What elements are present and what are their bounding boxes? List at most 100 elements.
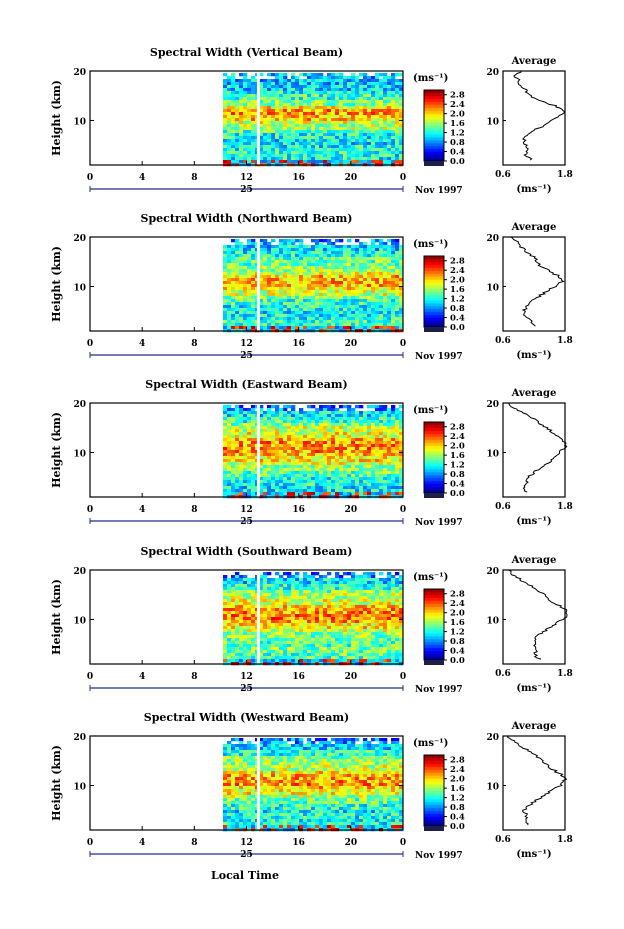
heatmap-cell — [395, 450, 400, 454]
heatmap-cell — [251, 474, 256, 478]
heatmap-cell — [347, 145, 352, 149]
heatmap-cell — [339, 281, 344, 285]
heatmap-cell — [251, 650, 256, 654]
heatmap-cell — [275, 94, 280, 98]
heatmap-cell — [247, 626, 252, 630]
heatmap-cell — [267, 154, 272, 158]
heatmap-cell — [319, 133, 324, 137]
heatmap-cell — [307, 320, 312, 324]
heatmap-cell — [271, 127, 276, 131]
heatmap-cell — [351, 480, 356, 484]
heatmap-cell — [383, 456, 388, 460]
heatmap-cell — [327, 263, 332, 267]
heatmap-cell — [251, 635, 256, 639]
heatmap-cell — [303, 584, 308, 588]
heatmap-cell — [243, 269, 248, 273]
heatmap-cell — [311, 127, 316, 131]
heatmap-cell — [355, 444, 360, 448]
heatmap-cell — [263, 590, 268, 594]
heatmap-cell — [295, 314, 300, 318]
heatmap-cell — [359, 103, 364, 107]
heatmap-cell — [319, 299, 324, 303]
heatmap-cell — [399, 82, 404, 86]
heatmap-cell — [347, 444, 352, 448]
heatmap-cell — [283, 638, 288, 642]
heatmap-cell — [367, 293, 372, 297]
heatmap-cell — [227, 432, 232, 436]
heatmap-cell — [235, 121, 240, 125]
heatmap-cell — [271, 486, 276, 490]
heatmap-cell — [283, 317, 288, 321]
heatmap-cell — [307, 489, 312, 493]
heatmap-cell — [235, 85, 240, 89]
heatmap-cell — [399, 311, 404, 315]
heatmap-cell — [359, 242, 364, 246]
heatmap-cell — [239, 614, 244, 618]
heatmap-cell — [323, 133, 328, 137]
heatmap-cell — [247, 435, 252, 439]
heatmap-cell — [247, 417, 252, 421]
heatmap-cell — [363, 254, 368, 258]
heatmap-cell — [367, 139, 372, 143]
heatmap-cell — [391, 145, 396, 149]
colorbar-step — [424, 128, 444, 132]
heatmap-cell — [323, 278, 328, 282]
heatmap-cell — [299, 447, 304, 451]
heatmap-cell — [367, 124, 372, 128]
heatmap-cell — [247, 486, 252, 490]
heatmap-cell — [311, 423, 316, 427]
heatmap-cell — [231, 260, 236, 264]
heatmap-cell — [287, 605, 292, 609]
heatmap-cell — [227, 602, 232, 606]
heatmap-cell — [347, 269, 352, 273]
heatmap-cell — [291, 483, 296, 487]
heatmap-cell — [343, 483, 348, 487]
heatmap-cell — [271, 480, 276, 484]
heatmap-cell — [387, 483, 392, 487]
heatmap-cell — [303, 632, 308, 636]
heatmap-cell — [379, 450, 384, 454]
heatmap-cell — [399, 248, 404, 252]
heatmap-cell — [359, 296, 364, 300]
heatmap-cell — [287, 653, 292, 657]
heatmap-cell — [263, 587, 268, 591]
heatmap-cell — [267, 614, 272, 618]
heatmap-cell — [379, 281, 384, 285]
heatmap-cell — [267, 296, 272, 300]
heatmap-cell — [251, 284, 256, 288]
heatmap-cell — [347, 450, 352, 454]
heatmap-cell — [259, 88, 264, 92]
heatmap-cell — [315, 112, 320, 116]
heatmap-cell — [243, 112, 248, 116]
heatmap-cell — [363, 269, 368, 273]
heatmap-cell — [315, 118, 320, 122]
average-x-tick-label: 1.8 — [557, 336, 573, 346]
heatmap-cell — [311, 441, 316, 445]
heatmap-cell — [279, 477, 284, 481]
heatmap-cell — [279, 423, 284, 427]
heatmap-cell — [307, 456, 312, 460]
heatmap-cell — [343, 486, 348, 490]
heatmap-cell — [339, 284, 344, 288]
heatmap-cell — [359, 157, 364, 161]
heatmap-cell — [339, 118, 344, 122]
heatmap-cell — [383, 266, 388, 270]
heatmap-cell — [287, 121, 292, 125]
heatmap-cell — [223, 659, 228, 663]
heatmap-cell — [311, 438, 316, 442]
heatmap-cell — [311, 411, 316, 415]
heatmap-cell — [379, 456, 384, 460]
heatmap-cell — [339, 483, 344, 487]
heatmap-cell — [259, 441, 264, 445]
heatmap-cell — [367, 492, 372, 496]
heatmap-cell — [263, 302, 268, 306]
heatmap-cell — [267, 103, 272, 107]
heatmap-cell — [259, 411, 264, 415]
heatmap-cell — [351, 254, 356, 258]
heatmap-cell — [343, 82, 348, 86]
colorbar-tick-label: 0.0 — [450, 489, 465, 499]
heatmap-cell — [339, 76, 344, 80]
heatmap-cell — [399, 320, 404, 324]
heatmap-cell — [267, 263, 272, 267]
heatmap-cell — [227, 251, 232, 255]
